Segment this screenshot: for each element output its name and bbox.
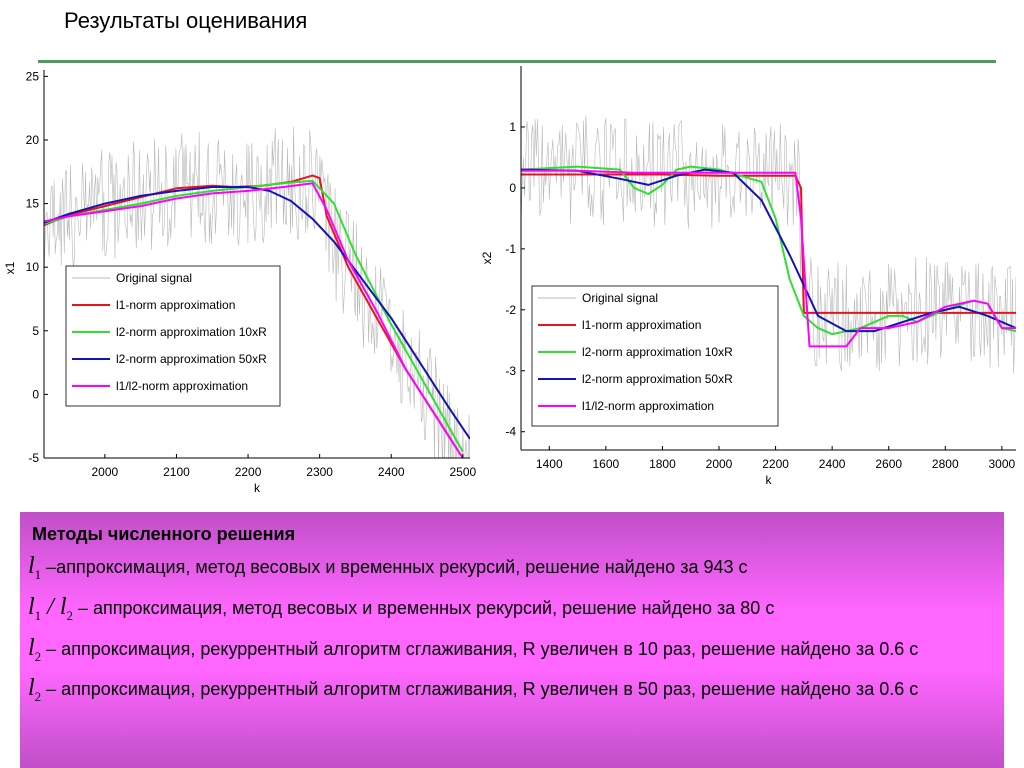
method-description: – аппроксимация, метод весовых и временн… [73, 597, 775, 618]
x-tick-label: 2000 [706, 457, 733, 471]
legend-entry: l1-norm approximation [116, 298, 235, 312]
y-tick-label: 25 [26, 69, 40, 83]
series-line [44, 179, 464, 453]
y-tick-label: -2 [505, 303, 516, 317]
legend-entry: l2-norm approximation 50xR [582, 372, 733, 386]
y-tick-label: 1 [509, 120, 516, 134]
legend-entry: l2-norm approximation 10xR [116, 325, 267, 339]
y-tick-label: -3 [505, 364, 516, 378]
y-tick-label: -5 [28, 451, 39, 465]
x-tick-label: 2500 [449, 465, 476, 479]
x-tick-label: 1800 [649, 457, 676, 471]
x-tick-label: 2100 [163, 465, 190, 479]
y-tick-label: 20 [26, 133, 40, 147]
x-tick-label: 1600 [593, 457, 620, 471]
x-tick-label: 2800 [932, 457, 959, 471]
legend-entry: Original signal [582, 291, 658, 305]
method-description: –аппроксимация, метод весовых и временны… [41, 557, 748, 577]
methods-title: Методы численного решения [32, 524, 296, 544]
y-tick-label: 15 [26, 197, 40, 211]
legend-entry: l1/l2-norm approximation [582, 399, 714, 413]
method-symbol: l2 [28, 634, 42, 664]
method-symbol: l2 [28, 675, 42, 705]
legend-entry: Original signal [116, 271, 192, 285]
y-axis-label: x2 [480, 251, 494, 264]
slide-title: Результаты оценивания [64, 8, 308, 33]
x-tick-label: 2200 [235, 465, 262, 479]
series-line [44, 186, 470, 440]
y-tick-label: 5 [32, 324, 39, 338]
x-tick-label: 2600 [875, 457, 902, 471]
series-line [521, 115, 1016, 374]
legend-entry: l1/l2-norm approximation [116, 379, 248, 393]
method-symbol: l1 [28, 553, 42, 582]
x-tick-label: 3000 [989, 457, 1016, 471]
series-line [44, 182, 464, 458]
method-description: – аппроксимация, рекуррентный алгоритм с… [41, 679, 919, 700]
legend-entry: l1-norm approximation [582, 318, 701, 332]
legend: Original signal l1-norm approximation l2-n… [65, 265, 281, 407]
method-row: l2 – аппроксимация, рекуррентный алгорит… [28, 634, 996, 668]
y-tick-label: 0 [509, 181, 516, 195]
method-row: l1 / l2 – аппроксимация, метод весовых и… [28, 593, 996, 627]
y-axis-label: x1 [3, 261, 17, 274]
series-line [44, 126, 470, 458]
chart-x2: -4 -3 -2 -1 0 1 1400 1600 1800 2000 2200 2400 2600 28… [480, 66, 1016, 487]
methods-panel: Методы численного решения l1 –аппроксима… [20, 512, 1004, 768]
x-tick-label: 2400 [819, 457, 846, 471]
x-tick-label: 2400 [378, 465, 405, 479]
method-description: – аппроксимация, рекуррентный алгоритм с… [41, 638, 919, 659]
x-tick-label: 2000 [92, 465, 119, 479]
y-tick-label: 10 [26, 260, 40, 274]
series-line [521, 169, 1016, 348]
y-tick-label: -4 [505, 425, 516, 439]
method-row: l2 – аппроксимация, рекуррентный алгорит… [28, 675, 996, 708]
legend: Original signal l1-norm approximation l2-n… [531, 285, 779, 427]
x-axis-label: k [766, 473, 773, 487]
method-row: l1 –аппроксимация, метод весовых и време… [28, 553, 996, 586]
method-symbol: l1 / l2 [28, 593, 74, 623]
x-axis-label: k [254, 481, 261, 495]
y-tick-label: -1 [505, 242, 516, 256]
title-divider [38, 60, 996, 63]
y-tick-label: 0 [32, 387, 39, 401]
chart-x1: -5 0 5 10 15 20 25 2000 2100 2200 2300 2400 2500 k x1 O… [3, 69, 477, 495]
x-tick-label: 2200 [762, 457, 789, 471]
legend-entry: l2-norm approximation 50xR [116, 352, 267, 366]
x-tick-label: 1400 [536, 457, 563, 471]
legend-entry: l2-norm approximation 10xR [582, 345, 733, 359]
x-tick-label: 2300 [306, 465, 333, 479]
